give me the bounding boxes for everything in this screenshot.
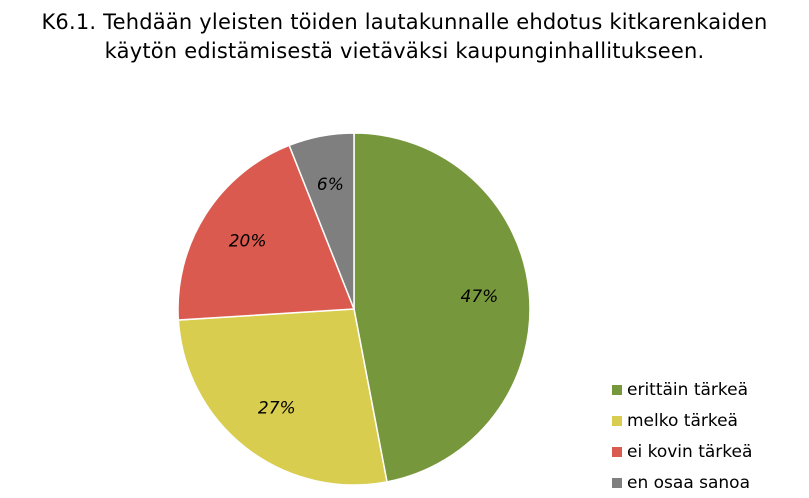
- legend-label: melko tärkeä: [627, 410, 738, 431]
- legend: erittäin tärkeä melko tärkeä ei kovin tä…: [612, 374, 752, 498]
- pie-slice-label-3: 20%: [229, 231, 267, 251]
- legend-swatch: [612, 384, 622, 395]
- legend-item-en-osaa-sanoa: en osaa sanoa: [612, 467, 752, 498]
- pie-slice-3: [177, 144, 356, 321]
- pie-slice-label-4: 6%: [317, 175, 344, 195]
- legend-label: en osaa sanoa: [627, 472, 751, 493]
- legend-label: erittäin tärkeä: [627, 379, 749, 400]
- legend-swatch: [612, 446, 622, 457]
- pie-slice-label-1: 47%: [461, 287, 499, 307]
- legend-item-ei-kovin-tarkea: ei kovin tärkeä: [612, 436, 752, 467]
- pie-slice-1: [353, 132, 531, 483]
- chart-title-line-1: K6.1. Tehdään yleisten töiden lautakunna…: [41, 10, 768, 34]
- legend-swatch: [612, 415, 622, 426]
- legend-label: ei kovin tärkeä: [627, 441, 753, 462]
- pie-slice-2: [177, 308, 388, 486]
- legend-item-melko-tarkea: melko tärkeä: [612, 405, 752, 436]
- pie-slice-label-2: 27%: [258, 399, 296, 419]
- legend-item-erittain-tarkea: erittäin tärkeä: [612, 374, 752, 405]
- legend-swatch: [612, 477, 622, 488]
- chart-title-line-2: käytön edistämisestä vietäväksi kaupungi…: [104, 39, 705, 63]
- chart-title: K6.1. Tehdään yleisten töiden lautakunna…: [0, 8, 809, 66]
- pie-slice-4: [288, 132, 355, 310]
